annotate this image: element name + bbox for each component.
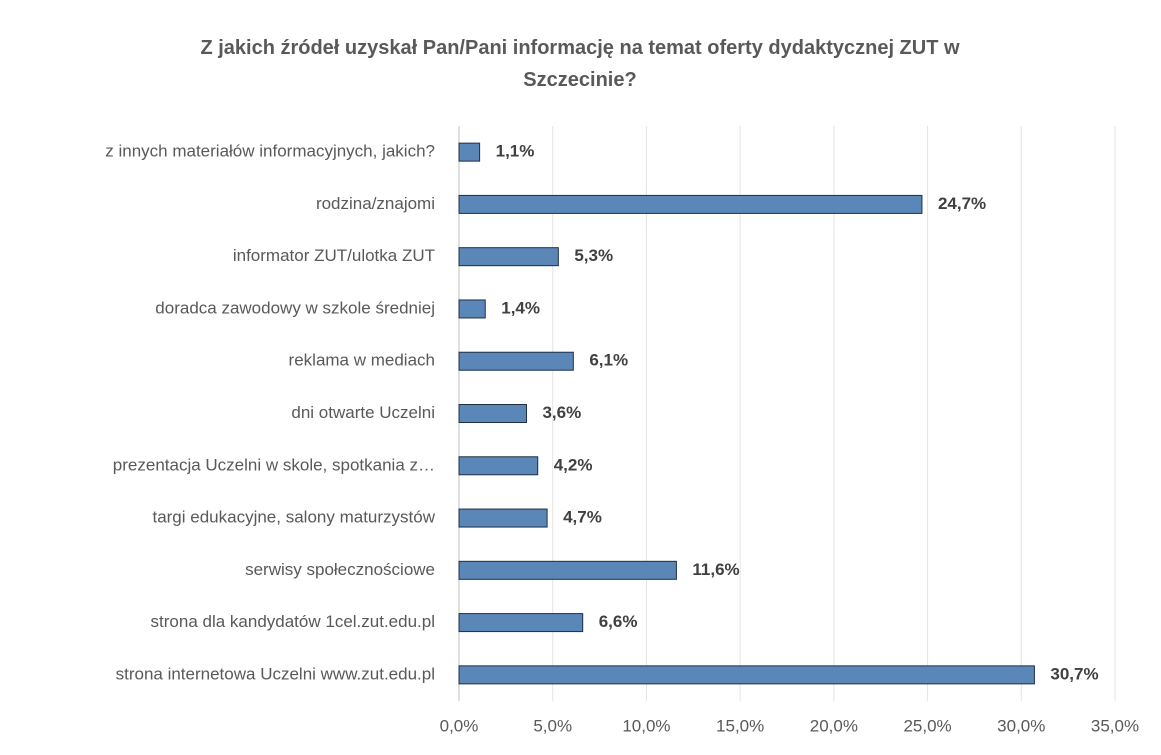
y-tick-label: z innych materiałów informacyjnych, jaki… bbox=[105, 142, 435, 161]
value-label: 3,6% bbox=[542, 403, 581, 422]
bar bbox=[458, 456, 539, 476]
x-tick-label: 30,0% bbox=[997, 716, 1045, 735]
value-label: 6,1% bbox=[589, 351, 628, 370]
bar bbox=[458, 404, 527, 423]
value-label: 1,1% bbox=[496, 142, 535, 161]
y-tick-label: informator ZUT/ulotka ZUT bbox=[233, 246, 435, 265]
bar bbox=[458, 299, 486, 319]
bar bbox=[458, 142, 481, 162]
value-label: 4,7% bbox=[563, 508, 602, 527]
x-tick-label: 0,0% bbox=[440, 716, 479, 735]
value-label: 30,7% bbox=[1050, 664, 1098, 683]
y-tick-label: doradca zawodowy w szkole średniej bbox=[155, 298, 435, 317]
value-label: 4,2% bbox=[554, 455, 593, 474]
x-tick-label: 25,0% bbox=[903, 716, 951, 735]
value-label: 11,6% bbox=[692, 560, 739, 579]
y-tick-label: dni otwarte Uczelni bbox=[291, 403, 435, 422]
x-tick-label: 35,0% bbox=[1091, 716, 1139, 735]
bar bbox=[458, 351, 574, 371]
bar bbox=[458, 508, 548, 528]
chart-title: Z jakich źródeł uzyskał Pan/Pani informa… bbox=[200, 37, 960, 91]
x-tick-label: 5,0% bbox=[533, 716, 572, 735]
bar bbox=[458, 613, 584, 633]
bar bbox=[458, 247, 559, 267]
value-label: 1,4% bbox=[501, 298, 540, 317]
y-tick-label: rodzina/znajomi bbox=[316, 194, 435, 213]
value-label: 5,3% bbox=[574, 246, 613, 265]
x-tick-label: 15,0% bbox=[716, 716, 764, 735]
y-tick-label: strona internetowa Uczelni www.zut.edu.p… bbox=[116, 664, 435, 683]
x-tick-label: 10,0% bbox=[622, 716, 670, 735]
y-tick-label: targi edukacyjne, salony maturzystów bbox=[152, 508, 435, 527]
y-tick-label: serwisy społecznościowe bbox=[245, 560, 435, 579]
x-tick-label: 20,0% bbox=[810, 716, 858, 735]
bar bbox=[458, 560, 677, 580]
bar bbox=[458, 194, 923, 214]
y-tick-label: strona dla kandydatów 1cel.zut.edu.pl bbox=[151, 612, 435, 631]
value-label: 24,7% bbox=[938, 194, 986, 213]
y-tick-label: prezentacja Uczelni w skole, spotkania z… bbox=[113, 455, 435, 474]
bar bbox=[458, 665, 1035, 685]
y-tick-label: reklama w mediach bbox=[289, 351, 435, 370]
value-label: 6,6% bbox=[599, 612, 638, 631]
